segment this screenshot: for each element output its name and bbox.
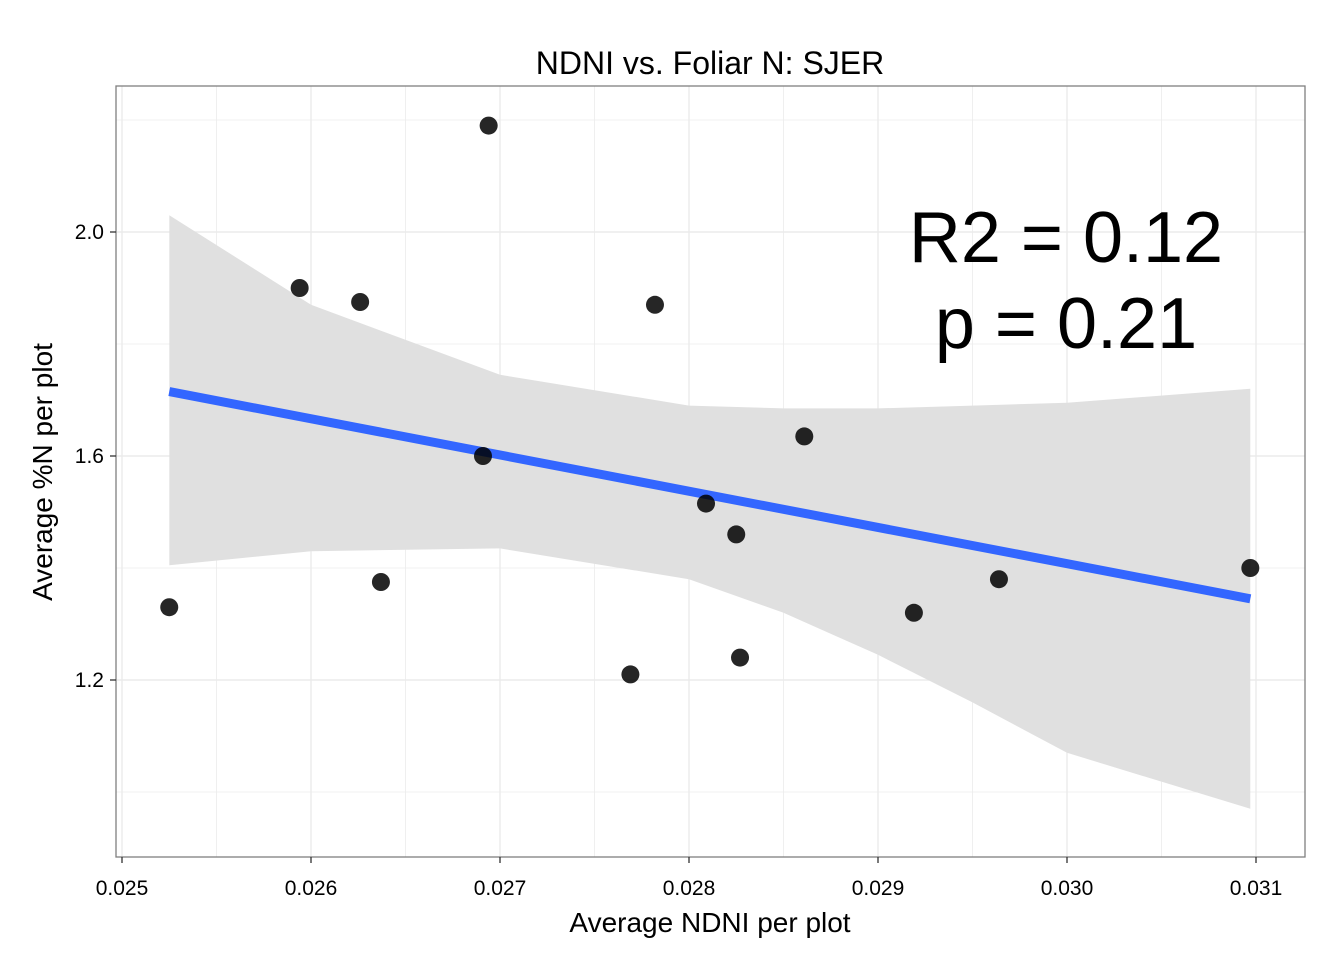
regression-line xyxy=(168,387,1252,604)
y-tick-label: 1.6 xyxy=(75,445,104,468)
data-point xyxy=(795,427,814,446)
x-tick-label: 0.025 xyxy=(96,877,149,900)
y-tick-label: 2.0 xyxy=(75,221,104,244)
x-tick-label: 0.029 xyxy=(852,877,905,900)
x-tick-label: 0.027 xyxy=(474,877,527,900)
data-point xyxy=(621,665,640,684)
data-point xyxy=(160,598,179,617)
data-point xyxy=(904,603,923,622)
y-axis-ticks: 1.2 1.6 2.0 xyxy=(75,221,116,692)
data-point xyxy=(727,525,746,544)
plot-panel-border xyxy=(115,85,1306,858)
confidence-band xyxy=(169,215,1251,809)
x-tick-label: 0.028 xyxy=(663,877,716,900)
x-tick-label: 0.031 xyxy=(1230,877,1283,900)
data-point xyxy=(731,648,750,667)
x-axis-ticks: 0.025 0.026 0.027 0.028 0.029 0.030 0.031 xyxy=(96,857,1283,900)
data-point xyxy=(697,494,716,513)
r-squared-annotation: R2 = 0.12 xyxy=(909,198,1223,278)
data-point xyxy=(351,293,370,311)
y-axis-title: Average %N per plot xyxy=(27,343,58,601)
p-value-annotation: p = 0.21 xyxy=(935,284,1197,364)
data-point xyxy=(290,279,309,297)
data-point xyxy=(473,447,492,465)
x-tick-label: 0.026 xyxy=(285,877,338,900)
data-point xyxy=(371,573,390,591)
data-point xyxy=(989,570,1008,589)
data-point xyxy=(645,295,664,314)
chart-title: NDNI vs. Foliar N: SJER xyxy=(536,45,884,81)
data-point xyxy=(479,116,498,135)
x-axis-title: Average NDNI per plot xyxy=(569,907,850,938)
data-points xyxy=(160,116,1260,684)
data-point xyxy=(1241,559,1260,577)
y-tick-label: 1.2 xyxy=(75,669,104,692)
x-tick-label: 0.030 xyxy=(1041,877,1094,900)
